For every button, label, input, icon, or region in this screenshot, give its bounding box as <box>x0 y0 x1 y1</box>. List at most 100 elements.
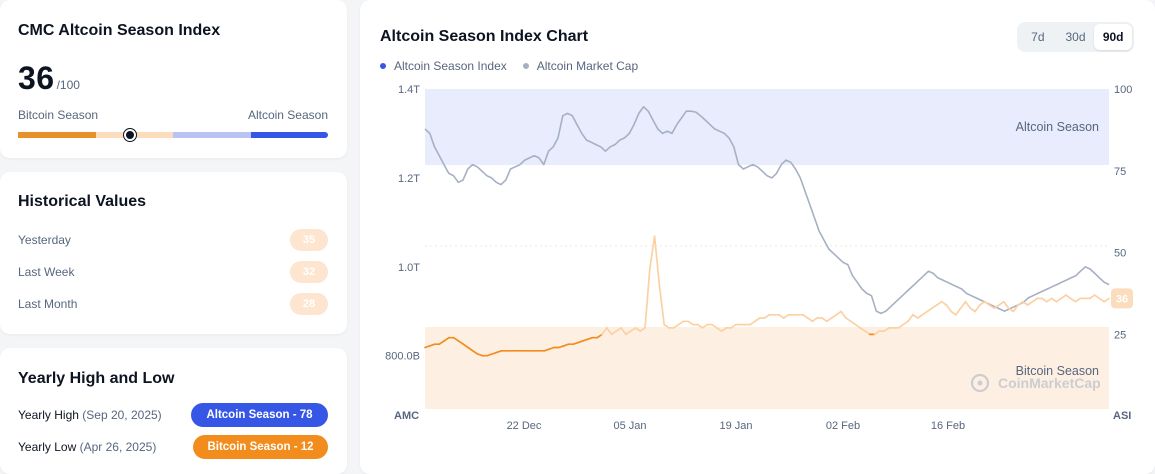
index-line-segment <box>452 336 460 342</box>
legend-item-market-cap[interactable]: Altcoin Market Cap <box>522 59 638 73</box>
watermark-logo: CoinMarketCap <box>970 373 1101 393</box>
hist-value-pill: 32 <box>290 261 328 283</box>
index-line-segment <box>1074 297 1082 303</box>
left-axis: 1.4T 1.2T 1.0T 800.0B <box>385 84 420 363</box>
index-line-segment <box>873 330 881 336</box>
tab-7d[interactable]: 7d <box>1031 30 1045 44</box>
gauge-bitcoin-strong <box>18 132 96 138</box>
index-line-segment <box>462 343 469 349</box>
yearly-high-row: Yearly High (Sep 20, 2025) Altcoin Seaso… <box>18 403 328 427</box>
index-line-segment <box>845 317 852 323</box>
index-line-segment <box>1055 297 1063 303</box>
hist-row-last-month: Last Month 28 <box>18 293 328 315</box>
index-line-segment <box>648 235 656 270</box>
index-line-segment <box>802 313 809 319</box>
index-line-segment <box>629 327 637 332</box>
index-line-segment <box>1017 300 1024 306</box>
index-line-segment <box>1041 297 1048 303</box>
index-line-segment <box>988 304 996 310</box>
tab-90d[interactable]: 90d <box>1094 24 1133 50</box>
index-line-segment <box>916 313 924 319</box>
yearly-low-label: Yearly Low <box>18 440 77 454</box>
legend-dot-blue <box>380 63 386 69</box>
bitcoin-zone-label: Bitcoin Season <box>1016 364 1099 378</box>
index-line-segment <box>634 327 642 332</box>
index-line-segment <box>998 300 1005 306</box>
index-line-segment <box>763 313 771 319</box>
index-line-segment <box>940 300 948 306</box>
x-tick-label: 02 Feb <box>826 420 860 432</box>
index-chart-card: Altcoin Season Bitcoin Season CoinMarket… <box>360 0 1155 474</box>
legend-dot-gray <box>522 63 529 69</box>
hist-row-yesterday: Yesterday 35 <box>18 229 328 251</box>
index-line-segment <box>711 323 718 329</box>
yearly-title: Yearly High and Low <box>18 370 175 387</box>
index-line-segment <box>854 323 862 329</box>
yearly-high-low-card: Yearly High and Low Yearly High (Sep 20,… <box>0 348 347 474</box>
index-line-segment <box>983 300 991 306</box>
index-line-segment <box>1022 300 1029 306</box>
index-line-segment <box>1065 294 1072 300</box>
hist-label: Last Month <box>18 297 78 311</box>
altcoin-zone-label: Altcoin Season <box>1016 120 1099 134</box>
chart-legend: Altcoin Season Index Altcoin Market Cap <box>380 59 638 73</box>
index-line-segment <box>596 333 603 339</box>
index-line-segment <box>1089 294 1096 300</box>
bitcoin-season-label: Bitcoin Season <box>18 108 99 122</box>
left-tick-label: 800.0B <box>385 351 420 363</box>
index-line-segment <box>467 346 474 352</box>
index-line-segment <box>663 323 670 329</box>
index-line-segment <box>438 340 445 346</box>
index-line-segment <box>639 327 646 332</box>
x-tick-label: 19 Jan <box>719 420 752 432</box>
index-line-segment <box>1050 297 1058 303</box>
legend-item-index[interactable]: Altcoin Season Index <box>380 59 507 73</box>
index-line-segment <box>849 320 857 326</box>
index-max: /100 <box>56 78 80 92</box>
index-line-segment <box>615 327 622 332</box>
bitcoin-season-zone <box>425 327 1109 409</box>
index-line-segment <box>979 300 986 306</box>
historical-title: Historical Values <box>18 193 147 210</box>
index-line-segment <box>974 304 981 313</box>
index-line-segment <box>959 300 967 310</box>
index-line-segment <box>730 323 737 329</box>
index-line-segment <box>912 313 919 319</box>
index-line-segment <box>1103 297 1110 303</box>
x-axis: 22 Dec 05 Jan 19 Jan 02 Feb 16 Feb <box>507 420 966 432</box>
index-gauge <box>18 129 328 141</box>
gauge-altcoin-strong <box>251 132 328 138</box>
index-line-segment <box>902 320 909 326</box>
index-line-segment <box>921 310 929 316</box>
right-tick-label: 75 <box>1114 166 1126 178</box>
current-badge-value: 36 <box>1116 293 1128 305</box>
hist-label: Last Week <box>18 265 75 279</box>
right-tick-label: 50 <box>1114 248 1126 260</box>
index-line-segment <box>945 304 953 313</box>
index-line-segment <box>1098 297 1106 303</box>
index-score: 36 /100 <box>18 60 80 97</box>
index-line-segment <box>1093 294 1101 300</box>
index-line-segment <box>443 336 450 342</box>
index-line-segment <box>821 317 828 323</box>
yearly-low-date: (Apr 26, 2025) <box>79 440 157 454</box>
index-line-segment <box>955 307 962 316</box>
index-line-segment <box>964 300 972 310</box>
index-line-segment <box>935 300 943 306</box>
index-line-segment <box>605 327 613 336</box>
index-line-segment <box>840 310 847 319</box>
right-axis: 100 75 50 25 <box>1114 84 1132 341</box>
index-line-segment <box>907 313 914 323</box>
index-line-segment <box>1060 294 1067 300</box>
index-line-segment <box>897 323 905 329</box>
index-line-segment <box>625 330 632 336</box>
index-line-segment <box>1031 297 1039 303</box>
index-line-segment <box>749 320 756 326</box>
hist-value-pill: 28 <box>290 293 328 315</box>
hist-value-pill: 35 <box>290 229 328 251</box>
index-line-segment <box>677 320 685 326</box>
index-line-segment <box>926 307 933 313</box>
left-tick-label: 1.2T <box>398 173 420 185</box>
left-tick-label: 1.4T <box>398 84 420 96</box>
tab-30d[interactable]: 30d <box>1065 30 1086 44</box>
